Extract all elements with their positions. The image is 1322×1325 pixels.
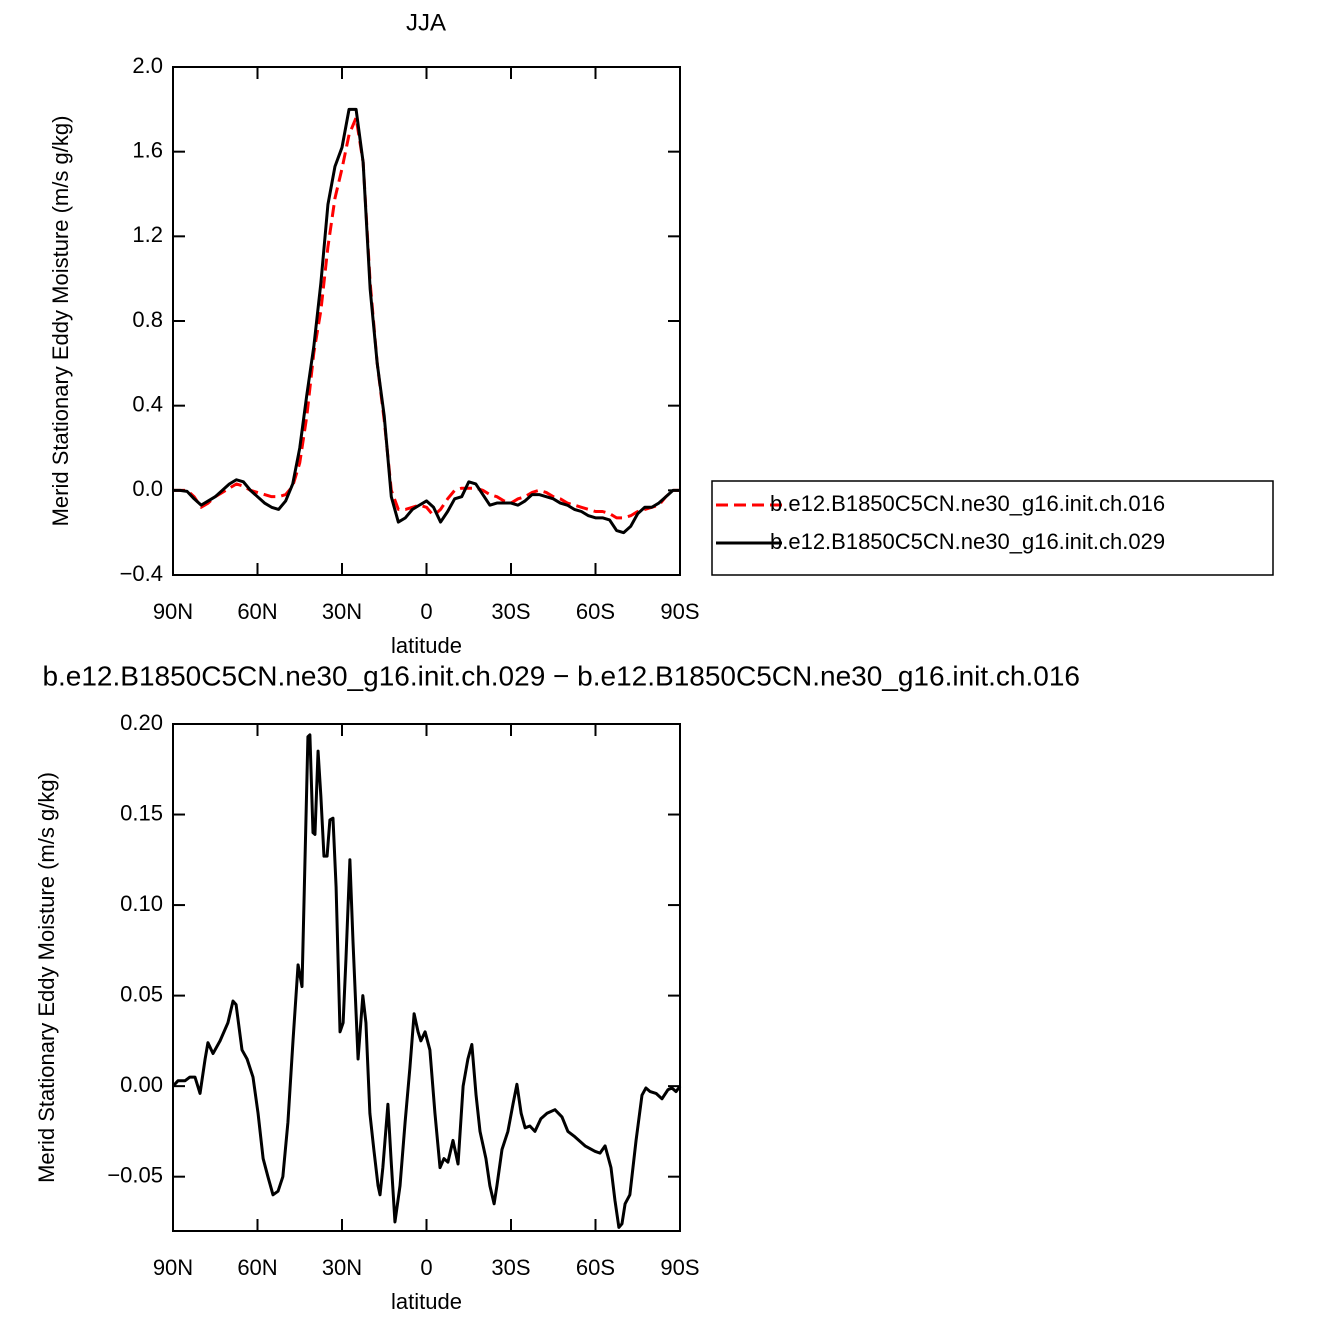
y-tick-label: 0.8 — [132, 307, 163, 332]
x-tick-label: 60N — [237, 1255, 277, 1280]
x-axis-label: latitude — [391, 1289, 462, 1314]
x-tick-label: 90S — [660, 599, 699, 624]
y-axis-label: Merid Stationary Eddy Moisture (m/s g/kg… — [34, 772, 59, 1183]
x-tick-label: 60S — [576, 1255, 615, 1280]
y-tick-label: 0.4 — [132, 391, 163, 416]
x-tick-label: 60N — [237, 599, 277, 624]
x-tick-label: 90N — [153, 599, 193, 624]
x-axis-label: latitude — [391, 633, 462, 658]
y-tick-label: 0.20 — [120, 710, 163, 735]
x-tick-label: 60S — [576, 599, 615, 624]
y-tick-label: 0.10 — [120, 891, 163, 916]
plot-frame — [172, 66, 681, 576]
chart-title: JJA — [406, 9, 446, 36]
y-tick-label: 0.05 — [120, 981, 163, 1006]
data-line — [171, 733, 682, 1229]
legend-label: b.e12.B1850C5CN.ne30_g16.init.ch.029 — [770, 529, 1165, 554]
data-line — [173, 116, 680, 520]
plot-frame — [172, 723, 681, 1232]
y-axis-label: Merid Stationary Eddy Moisture (m/s g/kg… — [48, 116, 73, 527]
chart-title: b.e12.B1850C5CN.ne30_g16.init.ch.029 − b… — [42, 660, 1080, 691]
x-tick-label: 30N — [322, 1255, 362, 1280]
y-tick-label: −0.4 — [120, 561, 163, 586]
y-tick-label: −0.05 — [107, 1162, 163, 1187]
legend-label: b.e12.B1850C5CN.ne30_g16.init.ch.016 — [770, 491, 1165, 516]
y-tick-label: 0.0 — [132, 476, 163, 501]
y-tick-label: 0.15 — [120, 800, 163, 825]
x-tick-label: 0 — [420, 599, 432, 624]
x-tick-label: 30S — [491, 599, 530, 624]
y-tick-label: 1.2 — [132, 222, 163, 247]
x-tick-label: 90S — [660, 1255, 699, 1280]
y-tick-label: 0.00 — [120, 1072, 163, 1097]
x-tick-label: 90N — [153, 1255, 193, 1280]
y-tick-label: 2.0 — [132, 53, 163, 78]
y-tick-label: 1.6 — [132, 137, 163, 162]
data-line — [173, 107, 680, 535]
x-tick-label: 30S — [491, 1255, 530, 1280]
x-tick-label: 30N — [322, 599, 362, 624]
x-tick-label: 0 — [420, 1255, 432, 1280]
legend-box — [711, 480, 1274, 576]
